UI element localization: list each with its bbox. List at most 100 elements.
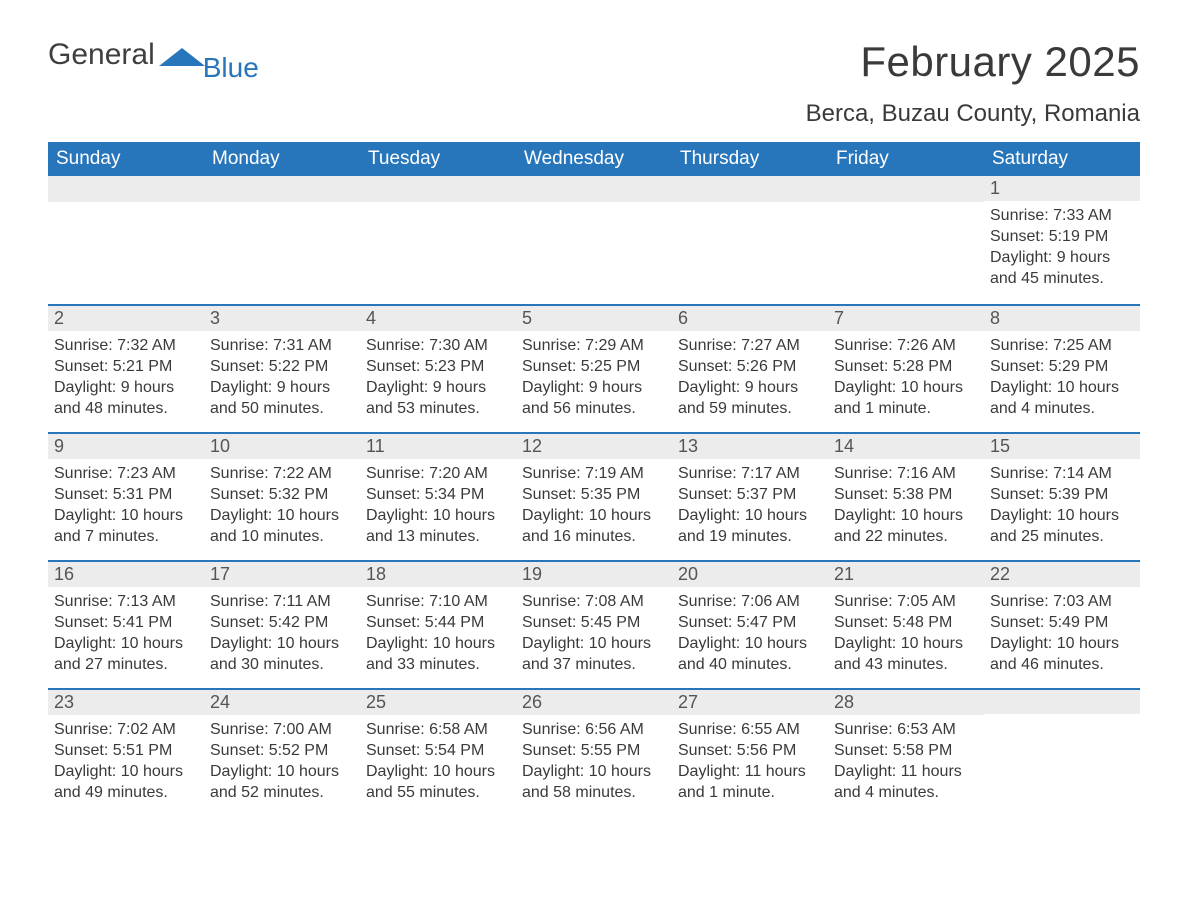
day-details: Sunrise: 7:26 AMSunset: 5:28 PMDaylight:… [828,331,984,425]
day-number: 26 [516,688,672,715]
day-number: 25 [360,688,516,715]
calendar-empty-cell [204,176,360,304]
day-details: Sunrise: 7:14 AMSunset: 5:39 PMDaylight:… [984,459,1140,553]
calendar-day-cell: 9Sunrise: 7:23 AMSunset: 5:31 PMDaylight… [48,432,204,560]
day-details: Sunrise: 7:29 AMSunset: 5:25 PMDaylight:… [516,331,672,425]
day-number: 8 [984,304,1140,331]
empty-day-bar [828,176,984,202]
calendar-day-cell: 2Sunrise: 7:32 AMSunset: 5:21 PMDaylight… [48,304,204,432]
calendar-empty-cell [48,176,204,304]
calendar-empty-cell [516,176,672,304]
calendar-day-cell: 22Sunrise: 7:03 AMSunset: 5:49 PMDayligh… [984,560,1140,688]
day-number: 1 [984,176,1140,201]
calendar-day-cell: 28Sunrise: 6:53 AMSunset: 5:58 PMDayligh… [828,688,984,816]
empty-day-bar [516,176,672,202]
calendar-day-cell: 16Sunrise: 7:13 AMSunset: 5:41 PMDayligh… [48,560,204,688]
calendar-day-cell: 27Sunrise: 6:55 AMSunset: 5:56 PMDayligh… [672,688,828,816]
day-number: 16 [48,560,204,587]
day-details: Sunrise: 7:00 AMSunset: 5:52 PMDaylight:… [204,715,360,809]
calendar-day-cell: 25Sunrise: 6:58 AMSunset: 5:54 PMDayligh… [360,688,516,816]
header: General Blue February 2025 Berca, Buzau … [48,38,1140,128]
weekday-header: Wednesday [516,142,672,176]
calendar-empty-cell [828,176,984,304]
calendar-day-cell: 11Sunrise: 7:20 AMSunset: 5:34 PMDayligh… [360,432,516,560]
calendar-day-cell: 15Sunrise: 7:14 AMSunset: 5:39 PMDayligh… [984,432,1140,560]
day-number: 15 [984,432,1140,459]
calendar-day-cell: 23Sunrise: 7:02 AMSunset: 5:51 PMDayligh… [48,688,204,816]
weekday-header: Friday [828,142,984,176]
day-number: 3 [204,304,360,331]
calendar-day-cell: 20Sunrise: 7:06 AMSunset: 5:47 PMDayligh… [672,560,828,688]
day-number: 2 [48,304,204,331]
calendar-day-cell: 5Sunrise: 7:29 AMSunset: 5:25 PMDaylight… [516,304,672,432]
day-number: 13 [672,432,828,459]
empty-day-bar [48,176,204,202]
calendar-day-cell: 12Sunrise: 7:19 AMSunset: 5:35 PMDayligh… [516,432,672,560]
day-number: 9 [48,432,204,459]
day-number: 18 [360,560,516,587]
calendar-empty-cell [360,176,516,304]
day-number: 6 [672,304,828,331]
flag-icon [159,44,205,66]
weekday-header: Sunday [48,142,204,176]
weekday-header: Tuesday [360,142,516,176]
day-number: 24 [204,688,360,715]
day-number: 27 [672,688,828,715]
calendar-empty-cell [984,688,1140,816]
calendar-week-row: 9Sunrise: 7:23 AMSunset: 5:31 PMDaylight… [48,432,1140,560]
day-details: Sunrise: 7:10 AMSunset: 5:44 PMDaylight:… [360,587,516,681]
empty-day-bar [360,176,516,202]
day-number: 22 [984,560,1140,587]
day-details: Sunrise: 7:11 AMSunset: 5:42 PMDaylight:… [204,587,360,681]
calendar-empty-cell [672,176,828,304]
brand-text-blue: Blue [203,52,259,84]
day-details: Sunrise: 7:27 AMSunset: 5:26 PMDaylight:… [672,331,828,425]
calendar-day-cell: 21Sunrise: 7:05 AMSunset: 5:48 PMDayligh… [828,560,984,688]
day-details: Sunrise: 7:32 AMSunset: 5:21 PMDaylight:… [48,331,204,425]
day-details: Sunrise: 7:16 AMSunset: 5:38 PMDaylight:… [828,459,984,553]
calendar-day-cell: 24Sunrise: 7:00 AMSunset: 5:52 PMDayligh… [204,688,360,816]
day-details: Sunrise: 7:19 AMSunset: 5:35 PMDaylight:… [516,459,672,553]
day-number: 17 [204,560,360,587]
day-details: Sunrise: 7:03 AMSunset: 5:49 PMDaylight:… [984,587,1140,681]
calendar-table: SundayMondayTuesdayWednesdayThursdayFrid… [48,142,1140,816]
day-details: Sunrise: 7:06 AMSunset: 5:47 PMDaylight:… [672,587,828,681]
day-number: 11 [360,432,516,459]
weekday-header: Monday [204,142,360,176]
day-number: 20 [672,560,828,587]
day-details: Sunrise: 6:58 AMSunset: 5:54 PMDaylight:… [360,715,516,809]
day-details: Sunrise: 7:30 AMSunset: 5:23 PMDaylight:… [360,331,516,425]
calendar-day-cell: 19Sunrise: 7:08 AMSunset: 5:45 PMDayligh… [516,560,672,688]
weekday-header: Thursday [672,142,828,176]
day-number: 19 [516,560,672,587]
calendar-week-row: 1Sunrise: 7:33 AMSunset: 5:19 PMDaylight… [48,176,1140,304]
weekday-header: Saturday [984,142,1140,176]
day-number: 21 [828,560,984,587]
day-number: 10 [204,432,360,459]
calendar-day-cell: 8Sunrise: 7:25 AMSunset: 5:29 PMDaylight… [984,304,1140,432]
calendar-day-cell: 6Sunrise: 7:27 AMSunset: 5:26 PMDaylight… [672,304,828,432]
day-number: 5 [516,304,672,331]
day-details: Sunrise: 7:33 AMSunset: 5:19 PMDaylight:… [984,201,1140,295]
weekday-header-row: SundayMondayTuesdayWednesdayThursdayFrid… [48,142,1140,176]
day-details: Sunrise: 7:31 AMSunset: 5:22 PMDaylight:… [204,331,360,425]
calendar-day-cell: 17Sunrise: 7:11 AMSunset: 5:42 PMDayligh… [204,560,360,688]
day-number: 23 [48,688,204,715]
day-details: Sunrise: 6:56 AMSunset: 5:55 PMDaylight:… [516,715,672,809]
day-number: 14 [828,432,984,459]
day-details: Sunrise: 7:22 AMSunset: 5:32 PMDaylight:… [204,459,360,553]
calendar-week-row: 23Sunrise: 7:02 AMSunset: 5:51 PMDayligh… [48,688,1140,816]
empty-day-bar [672,176,828,202]
day-number: 12 [516,432,672,459]
calendar-day-cell: 13Sunrise: 7:17 AMSunset: 5:37 PMDayligh… [672,432,828,560]
day-details: Sunrise: 7:05 AMSunset: 5:48 PMDaylight:… [828,587,984,681]
calendar-day-cell: 26Sunrise: 6:56 AMSunset: 5:55 PMDayligh… [516,688,672,816]
calendar-day-cell: 14Sunrise: 7:16 AMSunset: 5:38 PMDayligh… [828,432,984,560]
day-details: Sunrise: 7:17 AMSunset: 5:37 PMDaylight:… [672,459,828,553]
calendar-day-cell: 3Sunrise: 7:31 AMSunset: 5:22 PMDaylight… [204,304,360,432]
calendar-day-cell: 18Sunrise: 7:10 AMSunset: 5:44 PMDayligh… [360,560,516,688]
brand-logo: General Blue [48,38,259,84]
day-details: Sunrise: 7:25 AMSunset: 5:29 PMDaylight:… [984,331,1140,425]
title-block: February 2025 Berca, Buzau County, Roman… [806,38,1140,128]
day-details: Sunrise: 7:02 AMSunset: 5:51 PMDaylight:… [48,715,204,809]
